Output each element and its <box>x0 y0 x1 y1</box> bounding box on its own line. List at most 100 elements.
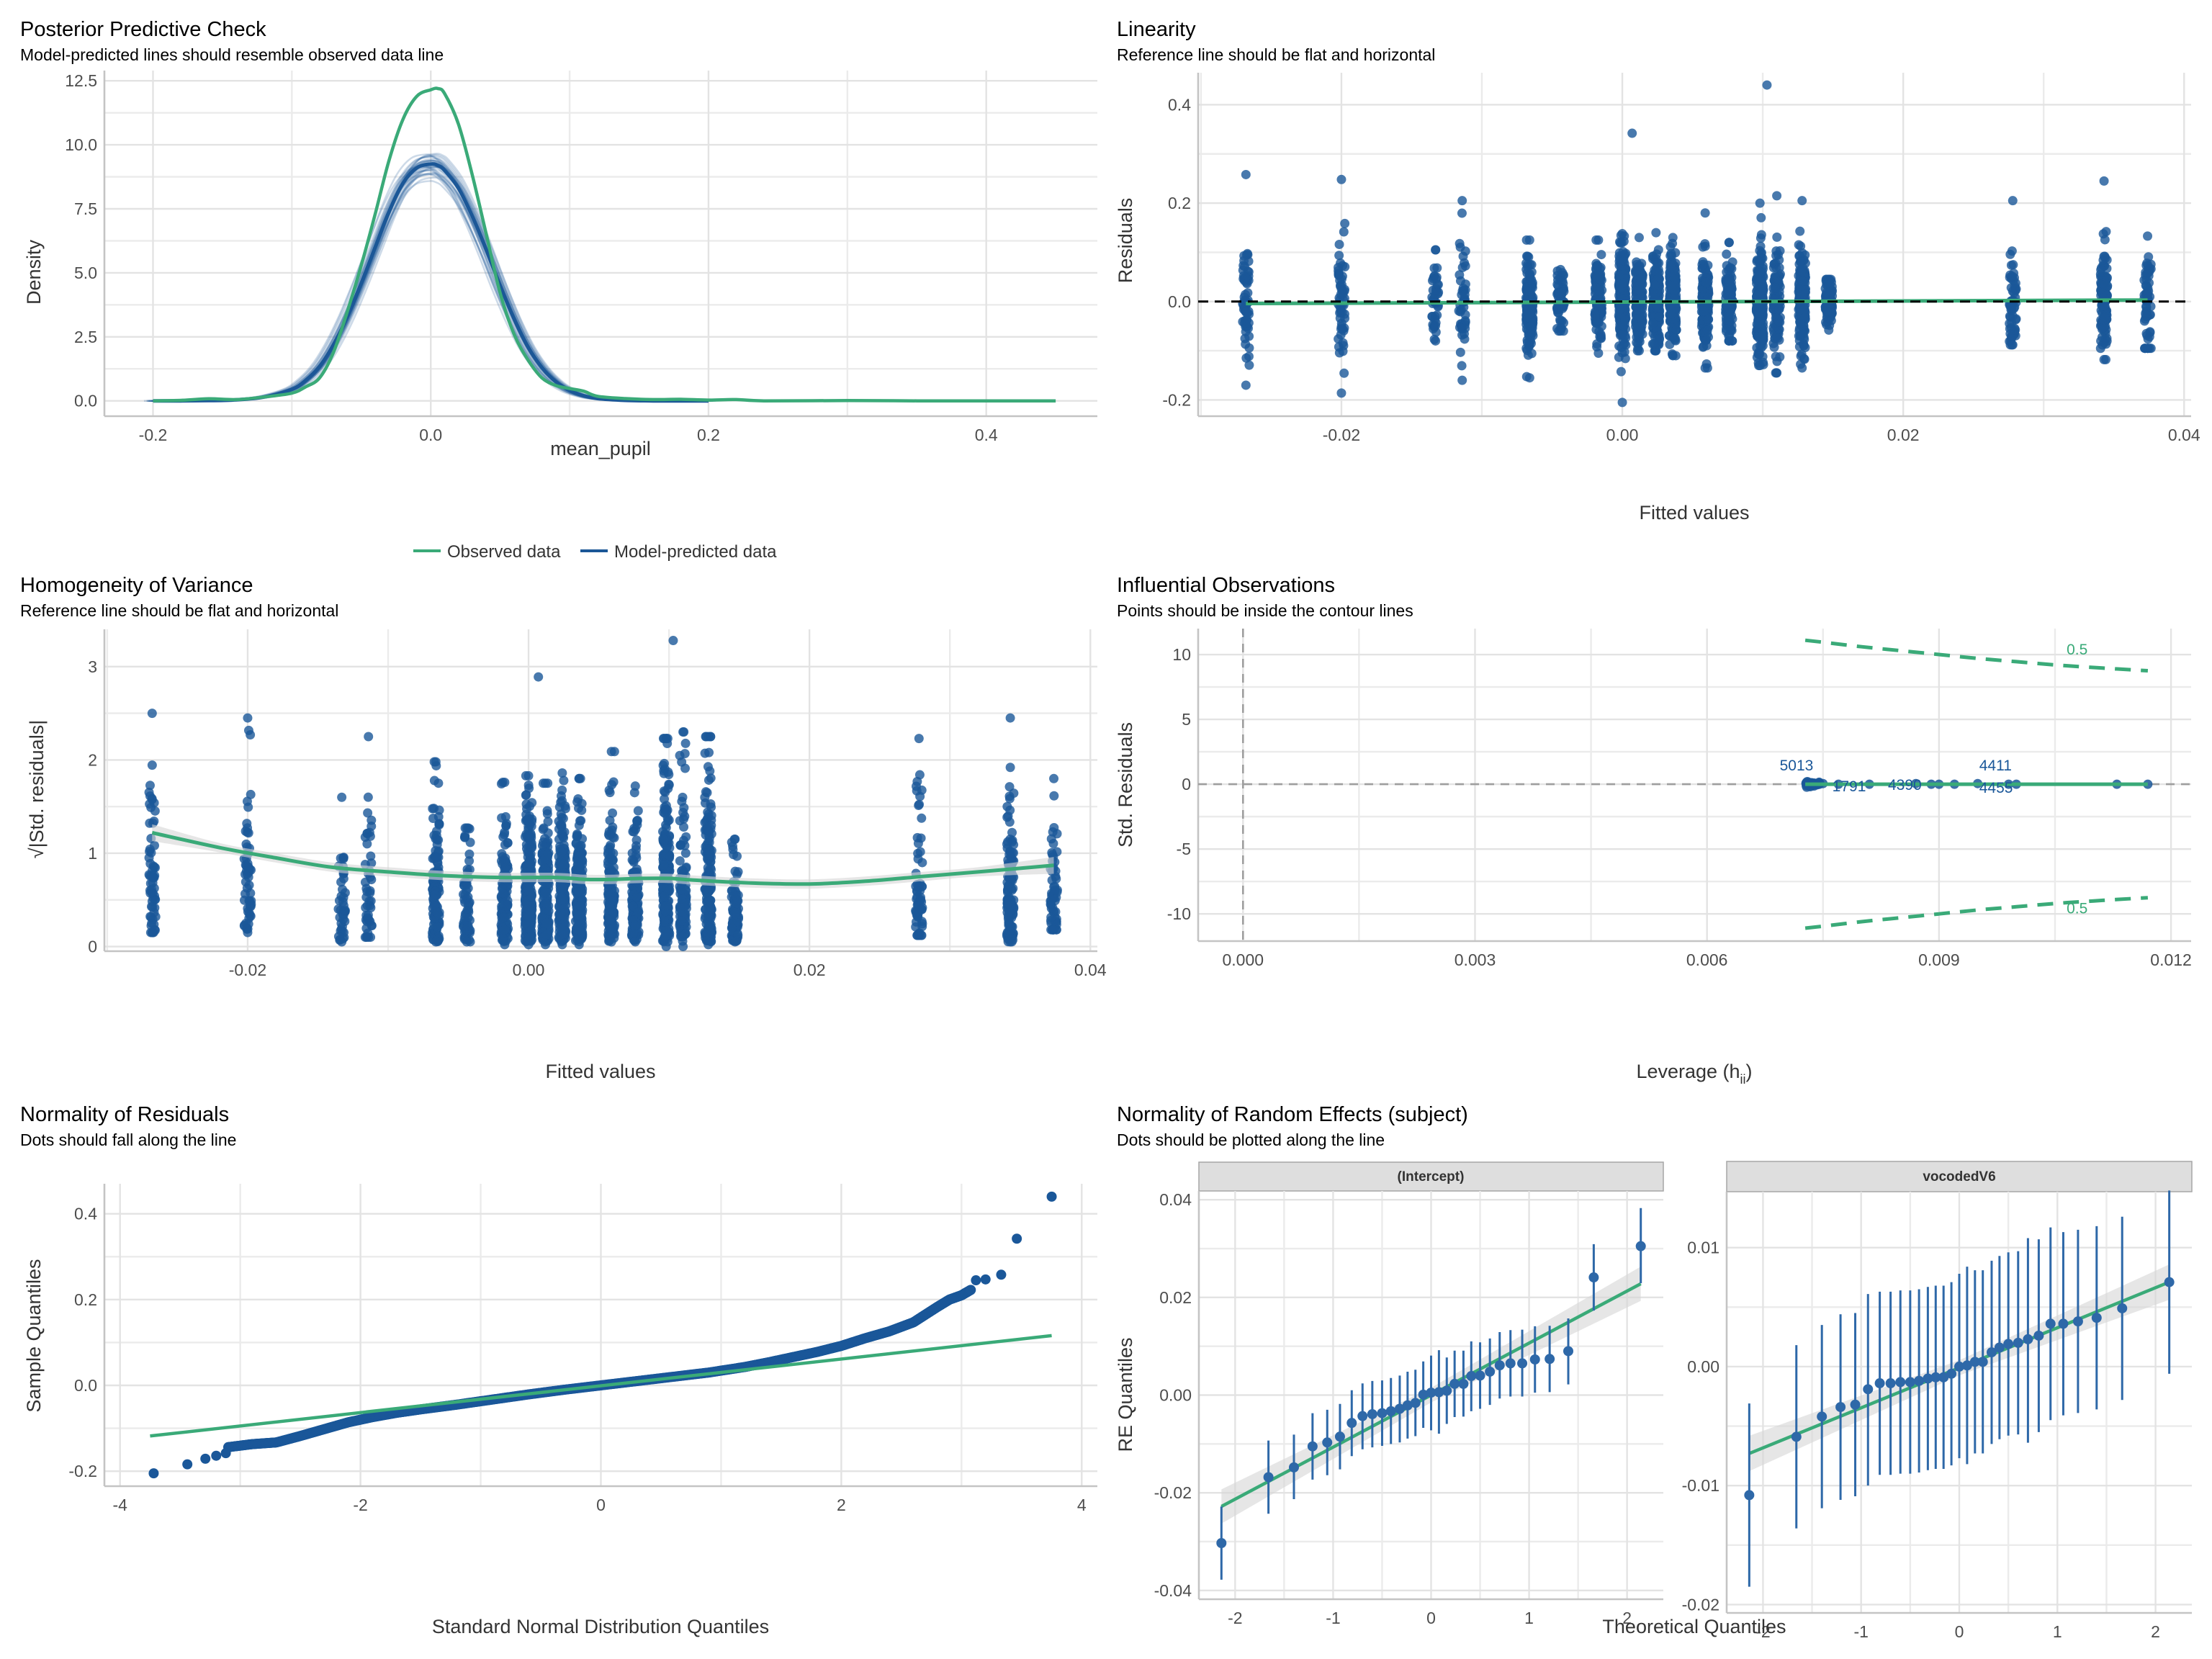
data-point <box>1774 305 1784 315</box>
data-point <box>360 832 370 842</box>
data-point <box>148 871 158 881</box>
data-point <box>1757 282 1767 292</box>
data-point <box>1700 208 1710 218</box>
data-point <box>521 790 531 800</box>
data-point <box>676 916 686 926</box>
data-point <box>703 827 714 837</box>
data-point <box>149 816 159 826</box>
data-point <box>1797 276 1807 287</box>
data-point <box>1592 339 1602 349</box>
outlier-point <box>1627 128 1637 138</box>
data-point <box>1241 353 1251 363</box>
data-point <box>1797 266 1807 276</box>
data-point <box>2008 260 2018 270</box>
data-point <box>526 931 536 941</box>
data-point <box>1457 375 1467 385</box>
data-point <box>145 888 156 898</box>
data-point <box>2099 176 2109 186</box>
data-point <box>1522 335 1532 345</box>
data-point <box>1617 348 1627 358</box>
data-point <box>665 885 675 895</box>
data-point <box>1593 235 1604 245</box>
data-point <box>606 747 616 757</box>
data-point <box>429 775 439 786</box>
data-point <box>913 854 923 864</box>
data-point <box>1666 248 1676 258</box>
data-point <box>1704 315 1714 325</box>
data-point <box>525 832 535 842</box>
data-point <box>1702 269 1712 279</box>
data-point <box>2098 323 2108 333</box>
y-tick-label: 0.2 <box>1168 194 1191 212</box>
legend-label-observed: Observed data <box>447 542 561 562</box>
data-point <box>1665 302 1676 312</box>
data-point <box>1002 898 1012 908</box>
data-point <box>703 922 714 932</box>
y-tick-label: -5 <box>1177 840 1191 858</box>
data-point <box>1455 238 1465 248</box>
data-point <box>147 927 157 938</box>
data-point <box>1004 817 1015 827</box>
data-point <box>573 842 583 852</box>
data-point <box>503 837 513 848</box>
data-point <box>559 860 569 870</box>
data-point <box>1670 333 1680 343</box>
data-point <box>577 799 587 809</box>
data-point <box>1431 320 1441 331</box>
model-predicted-draw-line <box>146 153 703 402</box>
x-tick-label: 0.009 <box>1918 950 1960 969</box>
data-point <box>146 912 156 922</box>
data-point <box>1665 242 1676 252</box>
data-point <box>1527 278 1537 288</box>
data-point <box>633 907 643 917</box>
data-point <box>361 902 371 912</box>
data-point <box>431 757 441 767</box>
panel-title: Posterior Predictive Check <box>20 18 266 41</box>
data-point <box>246 902 256 912</box>
data-point <box>1336 388 1346 398</box>
data-point <box>2008 196 2018 206</box>
data-point <box>147 709 157 719</box>
data-point <box>1820 303 1830 313</box>
data-point <box>1774 263 1784 273</box>
data-point <box>1336 258 1346 268</box>
data-point <box>523 770 534 781</box>
legend: Observed data Model-predicted data <box>413 542 777 562</box>
data-point <box>336 853 346 863</box>
data-point <box>1665 309 1676 319</box>
data-point <box>1047 848 1057 858</box>
y-tick-label: 0 <box>1182 775 1191 793</box>
data-point <box>628 928 638 938</box>
data-point <box>1431 272 1442 282</box>
data-point <box>432 835 442 845</box>
data-point <box>1651 266 1661 276</box>
data-point <box>1651 346 1661 356</box>
data-point <box>912 786 922 796</box>
data-point <box>1722 249 1732 259</box>
data-point <box>1049 791 1059 801</box>
observed-data-line <box>153 86 1056 403</box>
y-tick-label: 3 <box>88 657 97 676</box>
data-point <box>500 777 510 787</box>
data-point <box>337 792 347 802</box>
data-point <box>914 799 925 809</box>
contour-label: 0.5 <box>2067 900 2087 917</box>
data-point <box>914 930 924 940</box>
data-point <box>559 929 569 939</box>
x-tick-label: 0.2 <box>697 426 720 444</box>
data-point <box>916 894 926 904</box>
data-point <box>1004 782 1015 792</box>
y-tick-label: 2 <box>88 750 97 769</box>
data-point <box>557 768 567 778</box>
x-tick-label: 0.04 <box>2168 426 2200 444</box>
data-point <box>633 806 643 816</box>
data-point <box>521 844 531 854</box>
data-point <box>1591 316 1601 326</box>
data-point <box>730 835 740 845</box>
data-point <box>706 896 716 906</box>
data-point <box>337 937 347 947</box>
data-point <box>661 734 671 744</box>
data-point <box>557 785 567 795</box>
data-point <box>241 860 251 871</box>
x-tick-label: -0.02 <box>1323 426 1360 444</box>
